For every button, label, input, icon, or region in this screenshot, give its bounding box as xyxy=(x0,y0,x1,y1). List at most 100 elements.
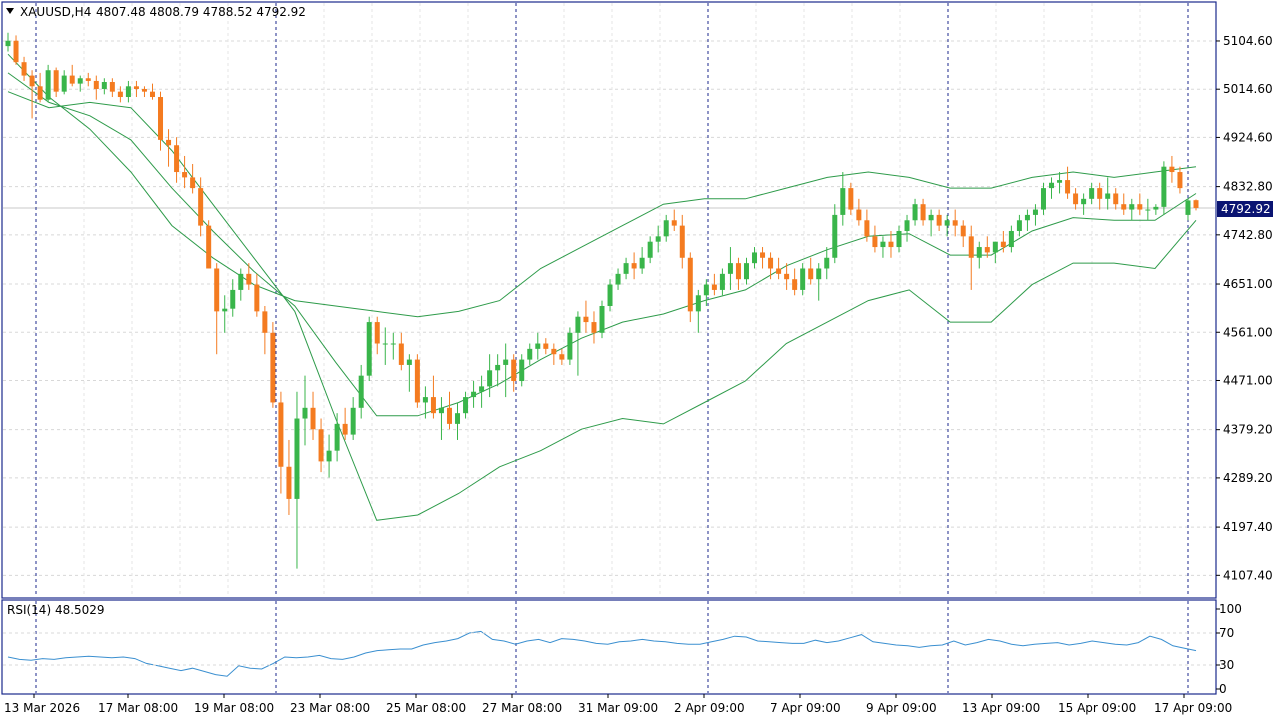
candle-body[interactable] xyxy=(1153,206,1159,210)
candle-body[interactable] xyxy=(414,359,420,403)
candle-body[interactable] xyxy=(495,364,501,371)
candle-body[interactable] xyxy=(463,397,469,414)
candle-body[interactable] xyxy=(13,40,19,63)
candle-body[interactable] xyxy=(1129,204,1135,210)
candle-body[interactable] xyxy=(342,423,348,435)
candle-body[interactable] xyxy=(1081,198,1087,205)
candle-body[interactable] xyxy=(711,284,717,290)
candle-body[interactable] xyxy=(992,241,998,253)
candle-body[interactable] xyxy=(1193,200,1199,208)
candle-body[interactable] xyxy=(1065,180,1071,194)
candle-body[interactable] xyxy=(286,466,292,499)
candle-body[interactable] xyxy=(976,247,982,258)
candle-body[interactable] xyxy=(174,145,180,173)
candle-body[interactable] xyxy=(1073,193,1079,205)
candle-body[interactable] xyxy=(1049,182,1055,189)
candle-body[interactable] xyxy=(663,220,669,237)
candle-body[interactable] xyxy=(776,268,782,274)
candle-body[interactable] xyxy=(430,397,436,414)
candle-body[interactable] xyxy=(406,359,412,365)
candle-body[interactable] xyxy=(912,204,918,221)
candle-body[interactable] xyxy=(1097,188,1103,199)
candle-body[interactable] xyxy=(382,343,388,345)
candle-body[interactable] xyxy=(639,257,645,269)
candle-body[interactable] xyxy=(21,62,27,76)
chevron-down-icon[interactable] xyxy=(6,8,14,14)
candle-body[interactable] xyxy=(471,391,477,398)
candle-body[interactable] xyxy=(743,263,749,280)
candle-body[interactable] xyxy=(109,82,115,92)
candle-body[interactable] xyxy=(69,75,75,84)
candle-body[interactable] xyxy=(85,78,91,81)
candle-body[interactable] xyxy=(519,359,525,382)
candle-body[interactable] xyxy=(840,188,846,215)
candle-body[interactable] xyxy=(318,429,324,462)
candle-body[interactable] xyxy=(53,70,59,92)
candle-body[interactable] xyxy=(222,308,228,312)
candle-body[interactable] xyxy=(952,220,958,226)
candlesticks[interactable] xyxy=(5,32,1199,569)
candle-body[interactable] xyxy=(310,407,316,430)
candle-body[interactable] xyxy=(920,204,926,221)
candle-body[interactable] xyxy=(158,97,164,140)
candle-body[interactable] xyxy=(735,263,741,280)
candle-body[interactable] xyxy=(832,214,838,258)
candle-body[interactable] xyxy=(374,322,380,344)
candle-body[interactable] xyxy=(808,268,814,280)
candle-body[interactable] xyxy=(671,220,677,226)
candle-body[interactable] xyxy=(856,209,862,221)
candle-body[interactable] xyxy=(326,450,332,462)
candle-body[interactable] xyxy=(182,172,188,178)
candle-body[interactable] xyxy=(727,263,733,274)
candle-body[interactable] xyxy=(1161,166,1167,207)
candle-body[interactable] xyxy=(1000,241,1006,248)
candle-body[interactable] xyxy=(1177,172,1183,189)
candle-body[interactable] xyxy=(77,78,83,84)
candle-body[interactable] xyxy=(784,273,790,280)
candle-body[interactable] xyxy=(446,407,452,424)
candle-body[interactable] xyxy=(511,359,517,382)
candle-body[interactable] xyxy=(695,295,701,312)
candle-body[interactable] xyxy=(679,225,685,258)
candle-body[interactable] xyxy=(687,257,693,312)
candle-body[interactable] xyxy=(93,80,99,89)
candle-body[interactable] xyxy=(166,139,172,146)
candle-body[interactable] xyxy=(278,402,284,467)
candle-body[interactable] xyxy=(141,88,147,92)
candle-body[interactable] xyxy=(607,284,613,306)
candle-body[interactable] xyxy=(1057,180,1063,183)
candle-body[interactable] xyxy=(1169,166,1175,173)
candle-body[interactable] xyxy=(366,322,372,376)
candle-body[interactable] xyxy=(559,354,565,360)
candle-body[interactable] xyxy=(615,273,621,285)
candle-body[interactable] xyxy=(864,220,870,237)
candle-body[interactable] xyxy=(703,284,709,296)
candle-body[interactable] xyxy=(968,236,974,258)
candle-body[interactable] xyxy=(45,70,51,100)
candle-body[interactable] xyxy=(984,247,990,253)
candle-body[interactable] xyxy=(1089,188,1095,199)
candle-body[interactable] xyxy=(623,263,629,274)
candle-body[interactable] xyxy=(631,263,637,269)
candle-body[interactable] xyxy=(1145,209,1151,211)
candle-body[interactable] xyxy=(334,423,340,451)
candle-body[interactable] xyxy=(422,397,428,403)
candle-body[interactable] xyxy=(198,188,204,226)
candle-body[interactable] xyxy=(254,284,260,312)
candle-body[interactable] xyxy=(206,225,212,269)
candle-body[interactable] xyxy=(503,359,509,365)
candle-body[interactable] xyxy=(1121,204,1127,210)
candle-body[interactable] xyxy=(591,322,597,333)
candle-body[interactable] xyxy=(535,343,541,349)
candle-body[interactable] xyxy=(655,236,661,242)
candle-body[interactable] xyxy=(37,86,43,100)
candle-body[interactable] xyxy=(398,343,404,365)
candle-body[interactable] xyxy=(647,241,653,258)
candle-body[interactable] xyxy=(583,316,589,323)
candle-body[interactable] xyxy=(29,75,35,87)
candle-body[interactable] xyxy=(190,177,196,189)
candle-body[interactable] xyxy=(928,214,934,221)
candle-body[interactable] xyxy=(904,220,910,231)
candle-body[interactable] xyxy=(768,257,774,269)
candle-body[interactable] xyxy=(888,241,894,248)
